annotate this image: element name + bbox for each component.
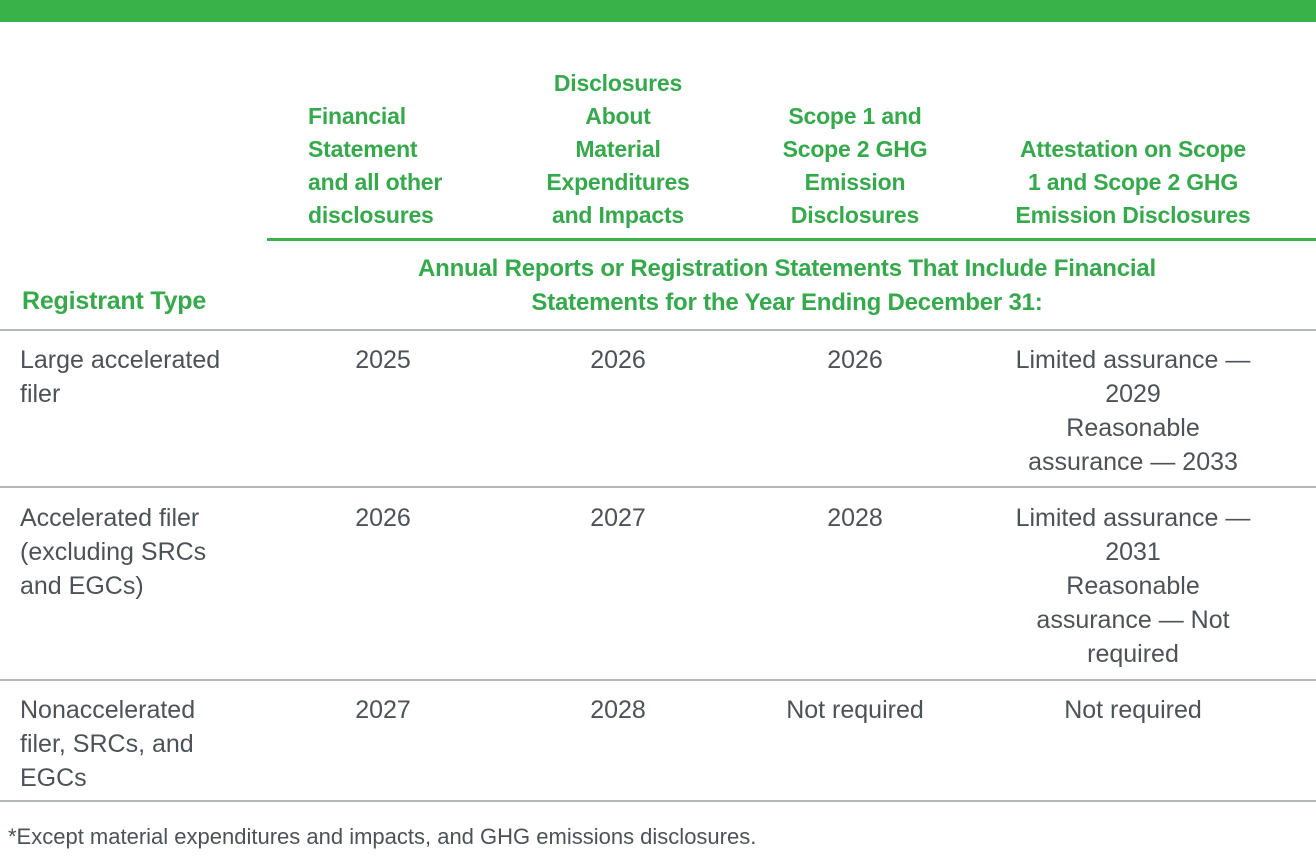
row-divider: [0, 800, 1316, 802]
top-green-bar: [0, 0, 1316, 22]
column-header-attestation: Attestation on Scope 1 and Scope 2 GHG E…: [1015, 136, 1251, 228]
registrant-cell: Accelerated filer (excluding SRCs and EG…: [20, 504, 207, 600]
registrant-cell: Nonaccelerated filer, SRCs, and EGCs: [20, 696, 196, 792]
row-divider: [0, 486, 1316, 488]
column-header-material-expenditures: Disclosures About Material Expenditures …: [546, 70, 690, 228]
material-expenditures-cell: 2026: [590, 346, 646, 374]
annual-reports-span-header: Annual Reports or Registration Statement…: [418, 255, 1156, 316]
financial-statement-cell: 2026: [355, 504, 411, 532]
scope-disclosures-cell: Not required: [786, 696, 924, 724]
attestation-cell: Limited assurance — 2031 Reasonable assu…: [1015, 504, 1251, 668]
attestation-cell: Limited assurance — 2029 Reasonable assu…: [1015, 346, 1251, 476]
column-header-financial-statement: Financial Statement and all other disclo…: [308, 103, 443, 228]
registrant-type-header: Registrant Type: [22, 287, 207, 315]
scope-disclosures-cell: 2026: [827, 346, 883, 374]
footnote-text: *Except material expenditures and impact…: [8, 824, 757, 849]
financial-statement-cell: 2027: [355, 696, 411, 724]
material-expenditures-cell: 2027: [590, 504, 646, 532]
scope-disclosures-cell: 2028: [827, 504, 883, 532]
attestation-cell: Not required: [1064, 696, 1202, 724]
row-divider: [0, 329, 1316, 331]
column-header-scope-emissions: Scope 1 and Scope 2 GHG Emission Disclos…: [782, 103, 928, 228]
row-divider: [0, 679, 1316, 681]
material-expenditures-cell: 2028: [590, 696, 646, 724]
financial-statement-cell: 2025: [355, 346, 411, 374]
registrant-cell: Large accelerated filer: [20, 346, 221, 408]
header-green-rule: [267, 238, 1316, 241]
